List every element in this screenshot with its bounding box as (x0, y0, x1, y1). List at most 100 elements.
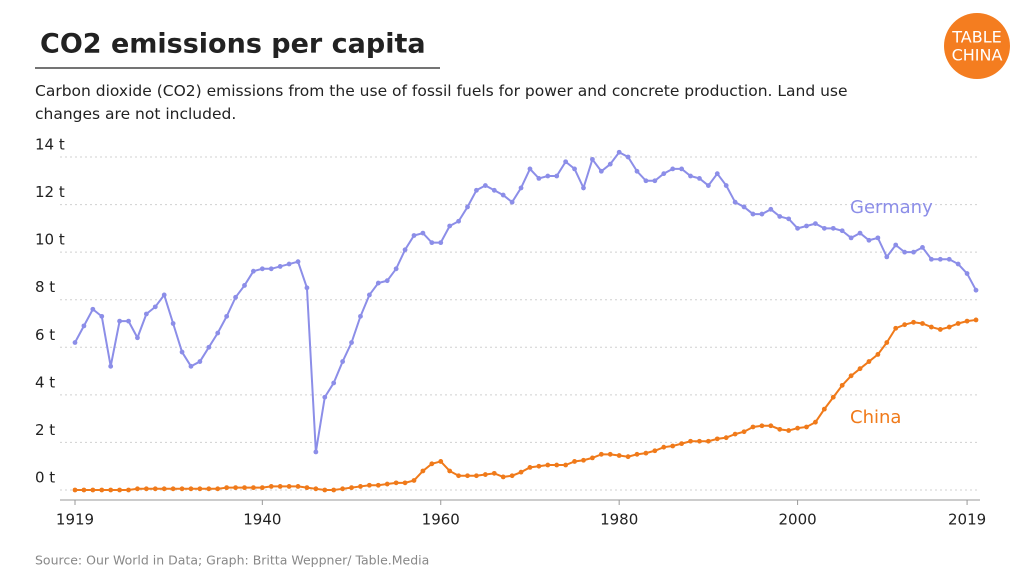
data-point (233, 485, 238, 491)
data-point (590, 156, 595, 162)
data-point (224, 313, 230, 319)
data-point (955, 261, 961, 267)
data-point (955, 321, 961, 326)
data-point (188, 363, 194, 369)
data-point (973, 317, 979, 323)
data-point (750, 211, 756, 217)
data-point (563, 159, 569, 165)
y-tick-label: 4 t (35, 373, 55, 391)
data-point (911, 249, 916, 255)
data-point (90, 306, 96, 312)
data-point (616, 453, 622, 458)
logo-text: TABLE (951, 28, 1001, 47)
data-point (875, 352, 881, 357)
data-point (108, 487, 114, 493)
data-point (848, 235, 854, 241)
data-point (679, 441, 685, 447)
data-point (598, 451, 604, 457)
data-point (509, 199, 515, 205)
series-label: Germany (850, 197, 933, 218)
data-point (920, 321, 925, 326)
data-point (375, 280, 381, 286)
data-point (268, 266, 274, 272)
data-point (81, 487, 87, 493)
y-tick-label: 6 t (35, 326, 55, 344)
data-point (518, 185, 524, 191)
data-point (607, 161, 613, 167)
data-point (206, 486, 212, 492)
data-point (741, 204, 747, 210)
data-point (830, 225, 836, 231)
data-point (179, 349, 185, 355)
data-point (286, 484, 292, 489)
data-point (509, 473, 515, 479)
data-point (759, 423, 765, 429)
data-point (937, 256, 943, 262)
data-point (830, 394, 836, 400)
data-point (937, 327, 943, 332)
data-point (572, 166, 577, 172)
data-point (527, 166, 533, 172)
data-point (821, 225, 827, 231)
data-point (313, 449, 319, 455)
data-point (893, 242, 899, 248)
data-point (714, 436, 720, 442)
data-point (456, 473, 461, 479)
data-point (625, 454, 631, 460)
data-point (866, 237, 872, 243)
data-point (358, 313, 363, 319)
data-point (670, 443, 676, 449)
data-point (224, 485, 230, 491)
data-point (259, 485, 265, 491)
subtitle: Carbon dioxide (CO2) emissions from the … (35, 82, 848, 123)
data-point (768, 206, 774, 212)
data-point (839, 382, 845, 388)
data-point (322, 394, 328, 400)
data-point (697, 438, 702, 444)
data-point (170, 321, 176, 326)
data-point (500, 474, 506, 480)
data-point (304, 485, 310, 491)
data-point (777, 214, 783, 219)
data-point (242, 485, 247, 491)
data-point (634, 451, 640, 457)
x-tick-label: 1960 (422, 511, 460, 529)
data-point (598, 168, 604, 174)
data-point (340, 486, 346, 492)
data-point (90, 487, 96, 493)
data-point (643, 450, 649, 456)
data-point (179, 486, 185, 492)
data-point (652, 178, 658, 184)
data-point (188, 486, 194, 492)
data-point (108, 363, 114, 369)
data-point (884, 254, 890, 260)
y-tick-label: 10 t (35, 231, 65, 249)
data-point (643, 178, 649, 184)
data-point (126, 318, 131, 324)
data-point (581, 185, 586, 191)
data-point (652, 448, 658, 454)
data-point (786, 216, 792, 222)
data-point (117, 318, 123, 324)
data-point (402, 480, 408, 486)
data-point (857, 366, 863, 372)
data-point (946, 256, 952, 262)
data-point (893, 325, 899, 331)
data-point (465, 473, 470, 479)
data-point (135, 486, 140, 492)
logo-text: CHINA (952, 46, 1003, 65)
data-point (215, 330, 221, 336)
data-point (349, 340, 354, 345)
data-point (331, 380, 337, 386)
data-point (286, 261, 292, 267)
data-point (366, 292, 372, 298)
data-point (545, 173, 551, 179)
data-point (581, 457, 586, 463)
data-point (277, 264, 283, 269)
data-point (402, 247, 408, 253)
data-point (884, 340, 890, 345)
data-point (438, 459, 444, 464)
data-point (813, 419, 818, 425)
data-point (126, 487, 131, 493)
data-point (375, 482, 381, 488)
